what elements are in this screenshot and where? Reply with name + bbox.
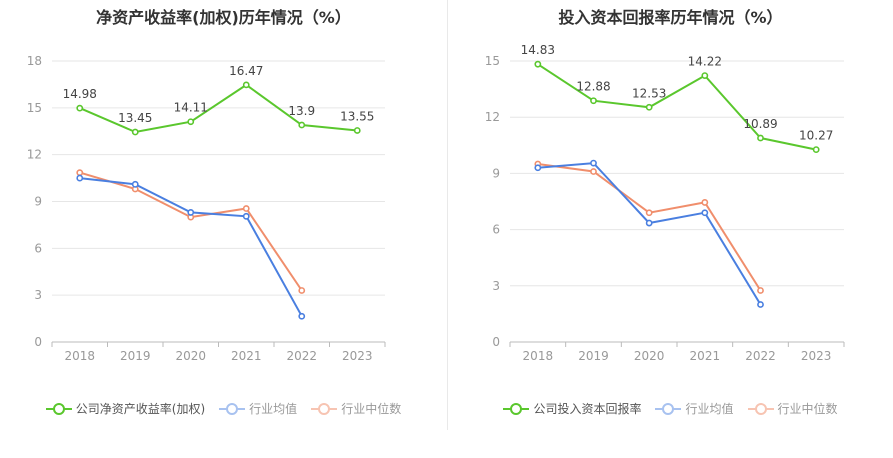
data-point-company: [645, 103, 653, 111]
y-tick-label: 6: [492, 223, 500, 237]
series-line-avg: [537, 162, 762, 306]
series-line-median: [537, 163, 762, 292]
data-point-company: [590, 97, 597, 105]
data-point-company: [534, 60, 542, 68]
x-tick-label: 2023: [801, 349, 832, 363]
data-point-company: [131, 128, 139, 136]
data-point-company: [353, 127, 361, 134]
roic-chart: 0 3 6 9 12 15 2018 2019 2020 2021 2022 2023 14.83 12.…: [485, 43, 845, 363]
legend: 公司净资产收益率(加权) 行业均值 行业中位数: [0, 400, 447, 417]
y-tick-label: 6: [34, 241, 42, 255]
data-point-company: [76, 104, 84, 112]
data-point-median: [76, 169, 84, 177]
series-line-median: [79, 171, 303, 292]
x-tick-label: 2020: [175, 349, 206, 363]
legend-median-marker-icon: [311, 402, 338, 415]
data-point-avg: [534, 164, 542, 172]
y-tick-label: 9: [492, 166, 500, 180]
legend-label: 行业中位数: [777, 402, 838, 416]
legend-label: 行业均值: [685, 402, 734, 416]
legend-label: 行业中位数: [341, 402, 402, 416]
y-tick-label: 0: [492, 335, 500, 349]
roe-panel: 净资产收益率(加权)历年情况（%） 0 3 6 9 12 15 18 2018 2019 2020…: [0, 8, 447, 417]
roic-panel: 投入资本回报率历年情况（%） 0 3 6 9 12 15 2018 2019 2020 2021 2…: [448, 0, 893, 458]
legend-company-marker-icon: [503, 402, 530, 415]
series-line-company: [537, 63, 817, 151]
x-tick-label: 2018: [64, 349, 95, 363]
data-label: 14.83: [521, 43, 555, 57]
data-point-median: [645, 209, 653, 217]
y-tick-label: 15: [27, 101, 42, 115]
data-label: 12.88: [576, 80, 610, 94]
chart-title: 投入资本回报率历年情况（%）: [558, 8, 783, 27]
data-point-company: [242, 81, 250, 89]
panel-divider: [447, 0, 448, 430]
data-label: 16.47: [229, 64, 263, 78]
x-tick-label: 2019: [120, 349, 151, 363]
data-point-company: [298, 121, 306, 129]
x-tick-label: 2021: [690, 349, 721, 363]
legend-item-avg[interactable]: 行业均值: [219, 400, 297, 417]
data-point-median: [757, 287, 764, 294]
legend-median-marker-icon: [747, 402, 774, 415]
data-point-avg: [242, 212, 250, 220]
y-tick-label: 9: [34, 195, 42, 209]
legend-item-median[interactable]: 行业中位数: [311, 400, 401, 417]
data-point-company: [812, 146, 820, 154]
data-point-company: [187, 118, 195, 126]
data-point-avg: [590, 159, 597, 167]
data-point-median: [242, 205, 250, 212]
legend-item-company[interactable]: 公司净资产收益率(加权): [45, 400, 206, 417]
data-point-avg: [131, 180, 139, 188]
data-point-avg: [645, 219, 653, 227]
legend-avg-marker-icon: [219, 402, 246, 415]
data-point-avg: [187, 209, 195, 216]
data-point-company: [701, 72, 709, 80]
data-label: 12.53: [632, 86, 666, 100]
legend-item-median[interactable]: 行业中位数: [747, 400, 838, 417]
x-tick-label: 2019: [578, 349, 609, 363]
legend-label: 公司净资产收益率(加权): [75, 402, 206, 416]
y-tick-label: 0: [34, 335, 42, 349]
data-point-median: [298, 287, 306, 294]
legend-item-company[interactable]: 公司投入资本回报率: [503, 400, 641, 417]
x-tick-label: 2020: [634, 349, 665, 363]
data-point-company: [757, 134, 764, 142]
y-tick-label: 3: [492, 279, 500, 293]
legend-company-marker-icon: [45, 402, 72, 415]
data-label: 13.55: [340, 109, 374, 123]
chart-title: 净资产收益率(加权)历年情况（%）: [96, 8, 351, 27]
data-label: 13.9: [288, 104, 315, 118]
y-tick-label: 15: [485, 54, 500, 68]
data-label: 10.89: [743, 117, 777, 131]
x-tick-label: 2021: [231, 349, 262, 363]
data-label: 10.27: [799, 129, 833, 143]
data-point-median: [590, 168, 597, 175]
data-point-avg: [76, 174, 84, 182]
data-point-median: [701, 199, 709, 206]
x-tick-label: 2018: [523, 349, 554, 363]
data-label: 14.22: [688, 55, 722, 69]
data-label: 14.98: [63, 87, 97, 101]
data-point-avg: [757, 301, 764, 308]
x-tick-label: 2022: [745, 349, 776, 363]
data-label: 13.45: [118, 111, 152, 125]
legend-item-avg[interactable]: 行业均值: [655, 400, 734, 417]
x-tick-label: 2022: [286, 349, 317, 363]
x-tick-label: 2023: [342, 349, 373, 363]
y-tick-label: 3: [34, 288, 42, 302]
data-point-avg: [701, 209, 709, 217]
legend-label: 行业均值: [249, 402, 298, 416]
y-tick-label: 12: [485, 110, 500, 124]
y-tick-label: 12: [27, 148, 42, 162]
legend-label: 公司投入资本回报率: [533, 402, 642, 416]
data-point-avg: [298, 312, 306, 320]
roe-chart: 0 3 6 9 12 15 18 2018 2019 2020 2021 2022 2023 14.98 1…: [27, 54, 386, 363]
y-tick-label: 18: [27, 54, 42, 68]
data-label: 14.11: [174, 101, 208, 115]
legend-avg-marker-icon: [655, 402, 682, 415]
series-line-company: [79, 83, 358, 134]
legend: 公司投入资本回报率 行业均值 行业中位数: [448, 400, 893, 417]
